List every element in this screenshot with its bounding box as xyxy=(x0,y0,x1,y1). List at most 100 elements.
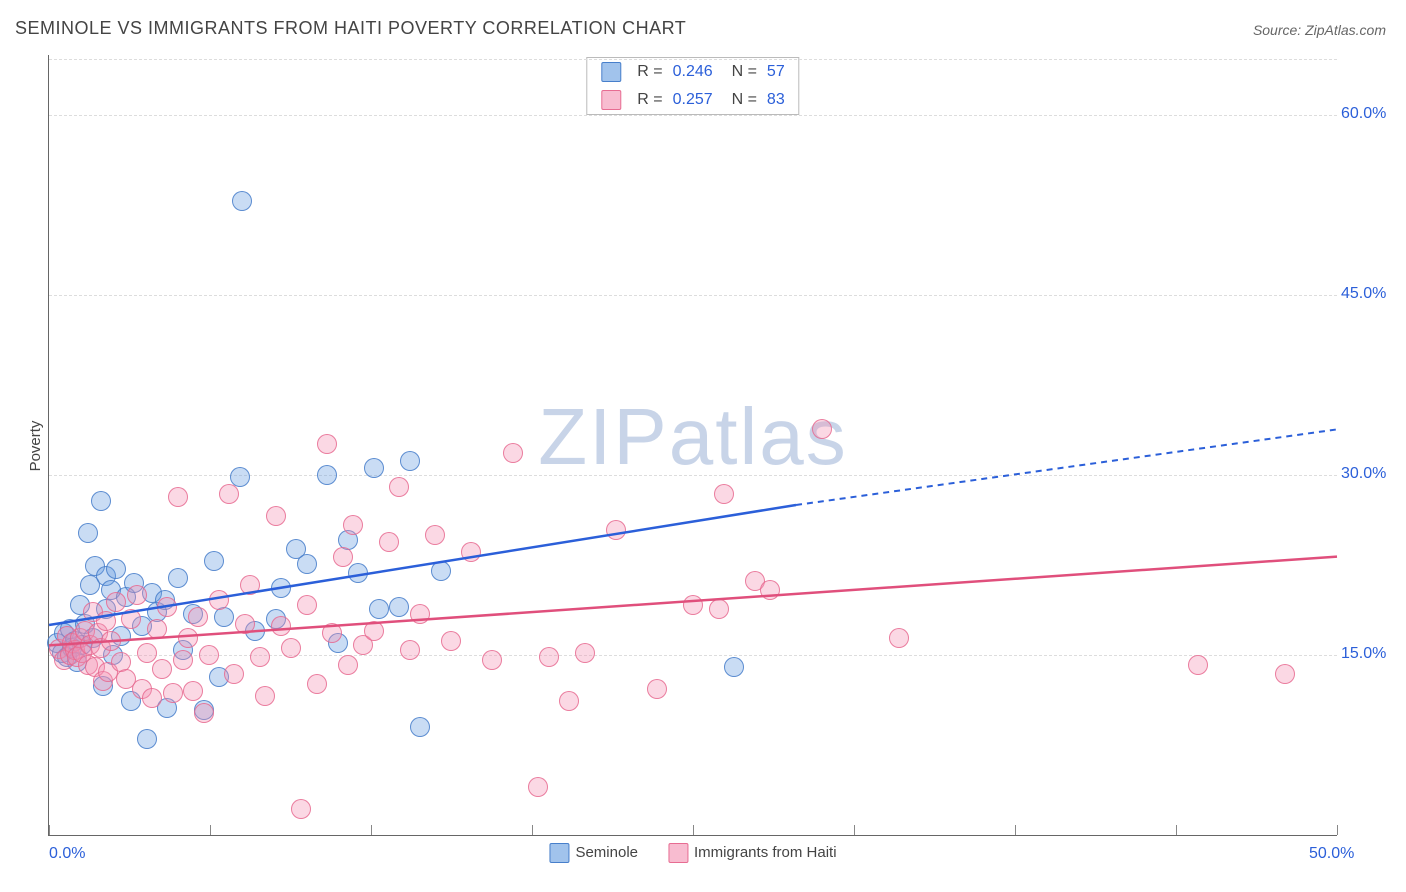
data-point xyxy=(147,619,167,639)
y-tick-label: 45.0% xyxy=(1341,285,1399,303)
data-point xyxy=(714,484,734,504)
trend-line-extrapolated xyxy=(796,429,1337,505)
data-point xyxy=(410,604,430,624)
data-point xyxy=(152,659,172,679)
data-point xyxy=(168,487,188,507)
correlation-legend-box: R = 0.246 N = 57 R = 0.257 N = 83 xyxy=(586,57,799,115)
data-point xyxy=(96,611,116,631)
data-point xyxy=(528,777,548,797)
scatter-plot-area: ZIPatlas R = 0.246 N = 57 R = 0.257 N = … xyxy=(48,55,1337,836)
data-point xyxy=(224,664,244,684)
data-point xyxy=(297,595,317,615)
data-point xyxy=(291,799,311,819)
data-point xyxy=(812,419,832,439)
legend-stat-row: R = 0.246 N = 57 xyxy=(587,58,798,86)
x-tick-label: 0.0% xyxy=(49,845,85,863)
legend-item: Immigrants from Haiti xyxy=(668,843,837,863)
x-tick xyxy=(49,825,50,835)
data-point xyxy=(425,525,445,545)
data-point xyxy=(606,520,626,540)
data-point xyxy=(297,554,317,574)
data-point xyxy=(163,683,183,703)
data-point xyxy=(240,575,260,595)
chart-title: SEMINOLE VS IMMIGRANTS FROM HAITI POVERT… xyxy=(15,18,686,39)
data-point xyxy=(106,559,126,579)
data-point xyxy=(461,542,481,562)
data-point xyxy=(235,614,255,634)
data-point xyxy=(317,465,337,485)
data-point xyxy=(338,655,358,675)
data-point xyxy=(389,597,409,617)
data-point xyxy=(78,523,98,543)
square-icon-blue xyxy=(549,843,569,863)
data-point xyxy=(503,443,523,463)
data-point xyxy=(441,631,461,651)
data-point xyxy=(266,506,286,526)
watermark: ZIPatlas xyxy=(538,391,847,483)
data-point xyxy=(106,592,126,612)
data-point xyxy=(255,686,275,706)
data-point xyxy=(101,631,121,651)
data-point xyxy=(482,650,502,670)
data-point xyxy=(173,650,193,670)
data-point xyxy=(209,590,229,610)
data-point xyxy=(348,563,368,583)
data-point xyxy=(724,657,744,677)
data-point xyxy=(1188,655,1208,675)
data-point xyxy=(333,547,353,567)
series-legend: SeminoleImmigrants from Haiti xyxy=(549,843,836,863)
square-icon-pink xyxy=(668,843,688,863)
x-tick xyxy=(693,825,694,835)
gridline xyxy=(49,655,1337,656)
x-tick xyxy=(210,825,211,835)
legend-stat-row: R = 0.257 N = 83 xyxy=(587,86,798,114)
data-point xyxy=(410,717,430,737)
data-point xyxy=(168,568,188,588)
data-point xyxy=(204,551,224,571)
data-point xyxy=(137,729,157,749)
data-point xyxy=(188,607,208,627)
square-icon xyxy=(601,90,621,110)
data-point xyxy=(157,597,177,617)
data-point xyxy=(183,681,203,701)
x-tick xyxy=(1176,825,1177,835)
data-point xyxy=(194,703,214,723)
data-point xyxy=(142,688,162,708)
data-point xyxy=(127,585,147,605)
data-point xyxy=(1275,664,1295,684)
data-point xyxy=(271,578,291,598)
data-point xyxy=(364,458,384,478)
data-point xyxy=(364,621,384,641)
data-point xyxy=(343,515,363,535)
data-point xyxy=(400,451,420,471)
data-point xyxy=(400,640,420,660)
x-tick xyxy=(854,825,855,835)
data-point xyxy=(539,647,559,667)
data-point xyxy=(369,599,389,619)
data-point xyxy=(219,484,239,504)
gridline xyxy=(49,295,1337,296)
data-point xyxy=(307,674,327,694)
gridline xyxy=(49,59,1337,60)
data-point xyxy=(389,477,409,497)
x-tick xyxy=(1015,825,1016,835)
data-point xyxy=(317,434,337,454)
data-point xyxy=(91,491,111,511)
data-point xyxy=(889,628,909,648)
data-point xyxy=(431,561,451,581)
x-tick-label: 50.0% xyxy=(1309,845,1354,863)
data-point xyxy=(232,191,252,211)
data-point xyxy=(709,599,729,619)
data-point xyxy=(178,628,198,648)
gridline xyxy=(49,115,1337,116)
y-tick-label: 30.0% xyxy=(1341,465,1399,483)
data-point xyxy=(250,647,270,667)
data-point xyxy=(683,595,703,615)
x-tick xyxy=(1337,825,1338,835)
data-point xyxy=(559,691,579,711)
source-label: Source: ZipAtlas.com xyxy=(1253,22,1386,38)
data-point xyxy=(575,643,595,663)
data-point xyxy=(137,643,157,663)
data-point xyxy=(760,580,780,600)
square-icon xyxy=(601,62,621,82)
